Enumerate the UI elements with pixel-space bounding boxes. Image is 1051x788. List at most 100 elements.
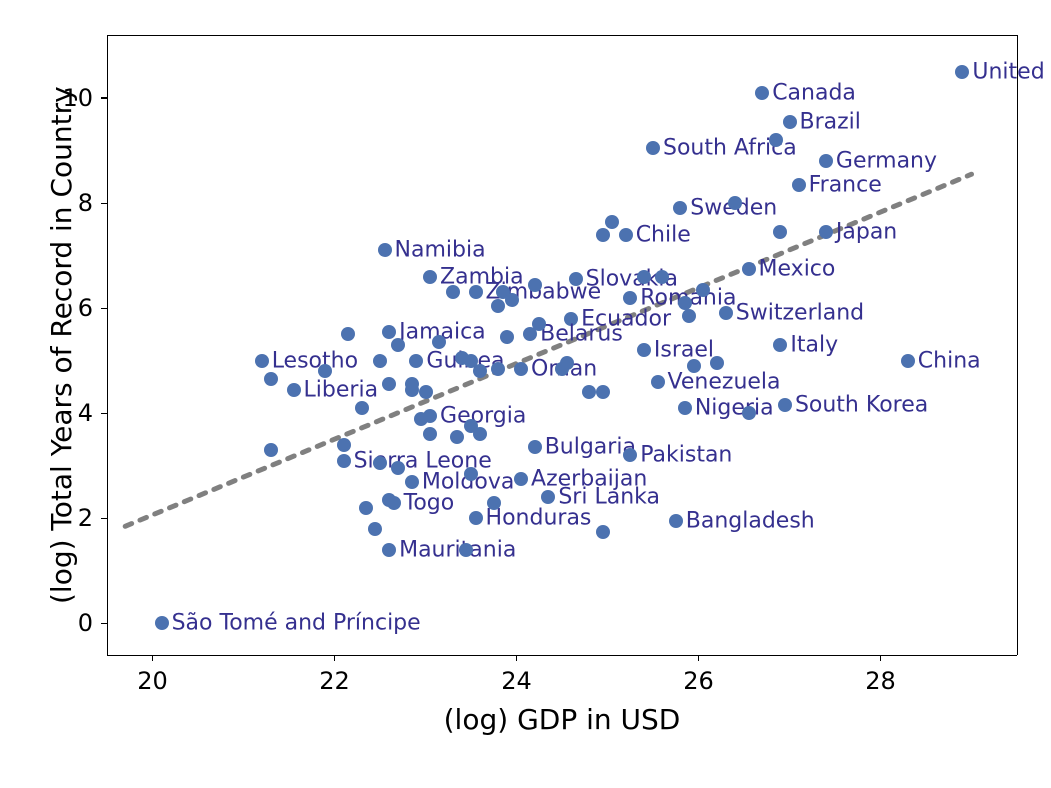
point-label: Belarus: [540, 322, 623, 347]
scatter-point: [582, 385, 596, 399]
point-label: Switzerland: [736, 301, 864, 326]
x-tick-label: 28: [865, 667, 896, 695]
scatter-point: [287, 383, 301, 397]
scatter-point: [368, 522, 382, 536]
point-label: France: [809, 172, 882, 197]
x-axis-label: (log) GDP in USD: [444, 703, 681, 736]
y-tick-label: 8: [78, 189, 93, 217]
y-tick-label: 6: [78, 294, 93, 322]
scatter-point: [778, 398, 792, 412]
scatter-point: [623, 448, 637, 462]
scatter-point: [264, 372, 278, 386]
scatter-point: [637, 270, 651, 284]
scatter-point: [473, 364, 487, 378]
point-label: Israel: [654, 338, 714, 363]
point-label: Lesotho: [272, 348, 358, 373]
scatter-point: [405, 475, 419, 489]
scatter-point: [560, 356, 574, 370]
scatter-point: [710, 356, 724, 370]
point-label: Togo: [404, 490, 455, 515]
scatter-point: [596, 385, 610, 399]
y-tick-label: 4: [78, 399, 93, 427]
axis-spine: [1017, 35, 1018, 655]
scatter-point: [255, 354, 269, 368]
scatter-point: [605, 215, 619, 229]
y-tick: [101, 413, 107, 414]
scatter-point: [955, 65, 969, 79]
y-tick-label: 10: [62, 84, 93, 112]
scatter-point: [596, 228, 610, 242]
y-axis-label: (log) Total Years of Record in Country: [45, 86, 78, 604]
scatter-point: [423, 270, 437, 284]
scatter-point: [487, 496, 501, 510]
scatter-point: [646, 141, 660, 155]
point-label: Georgia: [440, 403, 526, 428]
x-tick-label: 22: [319, 667, 350, 695]
scatter-point: [491, 299, 505, 313]
point-label: Pakistan: [640, 443, 732, 468]
point-label: Chile: [636, 222, 691, 247]
scatter-point: [532, 317, 546, 331]
scatter-point: [382, 543, 396, 557]
point-label: Mauritania: [399, 537, 516, 562]
scatter-point: [355, 401, 369, 415]
y-tick: [101, 518, 107, 519]
chart-root: (log) GDP in USD (log) Total Years of Re…: [0, 0, 1051, 788]
scatter-point: [719, 306, 733, 320]
scatter-point: [491, 362, 505, 376]
scatter-point: [432, 335, 446, 349]
x-tick-label: 24: [501, 667, 532, 695]
scatter-point: [541, 490, 555, 504]
scatter-point: [742, 262, 756, 276]
scatter-point: [450, 430, 464, 444]
point-label: Nigeria: [695, 396, 774, 421]
scatter-point: [769, 133, 783, 147]
scatter-point: [505, 293, 519, 307]
point-label: United States: [972, 59, 1051, 84]
scatter-point: [469, 511, 483, 525]
point-label: São Tomé and Príncipe: [172, 611, 421, 636]
scatter-point: [514, 472, 528, 486]
scatter-point: [500, 330, 514, 344]
scatter-point: [405, 383, 419, 397]
x-tick: [334, 655, 335, 661]
scatter-point: [264, 443, 278, 457]
scatter-point: [382, 493, 396, 507]
point-label: Honduras: [486, 506, 592, 531]
scatter-point: [391, 461, 405, 475]
point-label: Venezuela: [668, 369, 781, 394]
y-tick: [101, 308, 107, 309]
scatter-point: [337, 454, 351, 468]
scatter-point: [378, 243, 392, 257]
scatter-point: [773, 338, 787, 352]
x-tick: [516, 655, 517, 661]
scatter-point: [341, 327, 355, 341]
scatter-point: [696, 283, 710, 297]
scatter-point: [382, 325, 396, 339]
scatter-point: [469, 285, 483, 299]
scatter-point: [783, 115, 797, 129]
scatter-point: [337, 438, 351, 452]
y-tick: [101, 623, 107, 624]
scatter-point: [673, 201, 687, 215]
scatter-point: [514, 362, 528, 376]
scatter-point: [359, 501, 373, 515]
scatter-point: [391, 338, 405, 352]
scatter-point: [728, 196, 742, 210]
axis-spine: [107, 35, 108, 655]
point-label: Liberia: [304, 377, 379, 402]
x-tick-label: 20: [137, 667, 168, 695]
point-label: Namibia: [395, 238, 486, 263]
scatter-point: [819, 154, 833, 168]
scatter-point: [669, 514, 683, 528]
scatter-point: [682, 309, 696, 323]
scatter-point: [773, 225, 787, 239]
scatter-point: [419, 385, 433, 399]
scatter-point: [651, 375, 665, 389]
point-label: Japan: [836, 220, 897, 245]
scatter-point: [655, 270, 669, 284]
scatter-point: [464, 419, 478, 433]
y-tick: [101, 97, 107, 98]
scatter-point: [423, 427, 437, 441]
point-label: Germany: [836, 149, 937, 174]
